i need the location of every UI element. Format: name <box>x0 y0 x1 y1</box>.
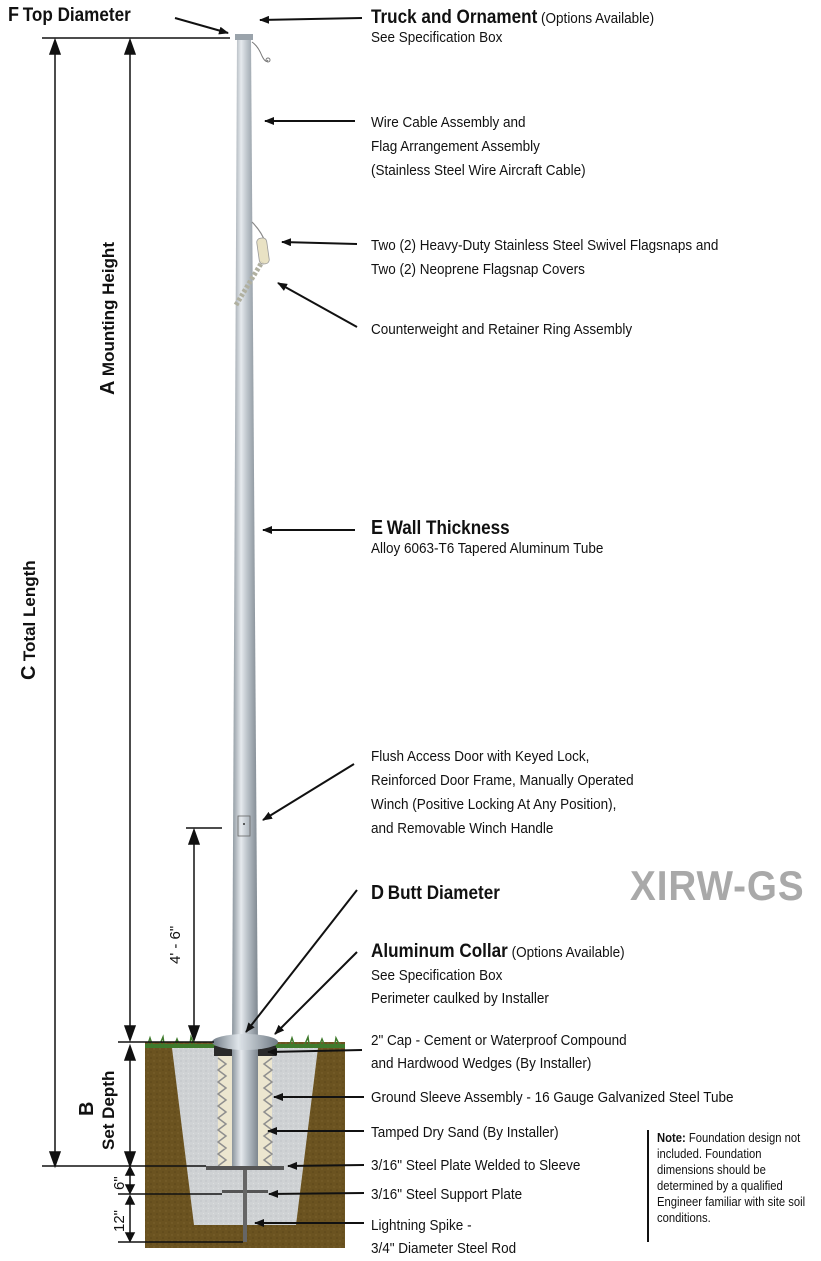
label-counterweight: Counterweight and Retainer Ring Assembly <box>371 320 632 339</box>
counterweight-chain <box>233 260 265 307</box>
door-line2: Reinforced Door Frame, Manually Operated <box>371 772 634 789</box>
welded-plate <box>206 1166 284 1170</box>
note-text: Foundation design not included. Foundati… <box>657 1131 806 1225</box>
truck-title: Truck and Ornament <box>371 7 538 28</box>
label-top-diameter: F Top Diameter <box>8 4 131 26</box>
set-depth-text: Set Depth <box>99 1070 118 1150</box>
label-set-depth: Set Depth <box>99 1071 119 1150</box>
collar-line2: Perimeter caulked by Installer <box>371 990 549 1007</box>
label-total-length: C Total Length <box>18 560 41 680</box>
spike-line2: 3/4" Diameter Steel Rod <box>371 1240 517 1257</box>
truck-sub: See Specification Box <box>371 29 503 46</box>
wall-title: Wall Thickness <box>386 518 510 539</box>
label-welded-plate: 3/16" Steel Plate Welded to Sleeve <box>371 1156 580 1175</box>
label-ground-sleeve: Ground Sleeve Assembly - 16 Gauge Galvan… <box>371 1088 733 1107</box>
wire-line3: (Stainless Steel Wire Aircraft Cable) <box>371 162 586 179</box>
label-arrows <box>174 15 365 1227</box>
door-line1: Flush Access Door with Keyed Lock, <box>371 748 590 765</box>
wall-sub: Alloy 6063-T6 Tapered Aluminum Tube <box>371 540 604 557</box>
label-six-inch: 6" <box>111 1176 128 1190</box>
counterweight-text: Counterweight and Retainer Ring Assembly <box>371 321 633 338</box>
flagsnaps-line2: Two (2) Neoprene Flagsnap Covers <box>371 261 585 278</box>
label-mounting-height: A Mounting Height <box>97 242 120 395</box>
butt-letter: D <box>371 882 385 904</box>
wire-line1: Wire Cable Assembly and <box>371 114 526 131</box>
truck-ornament <box>235 34 253 40</box>
label-wire-cable: Wire Cable Assembly and Flag Arrangement… <box>371 111 586 183</box>
label-door-height: 4' - 6" <box>167 925 184 964</box>
label-lightning-spike: Lightning Spike - 3/4" Diameter Steel Ro… <box>371 1214 516 1260</box>
note-bar <box>647 1130 649 1242</box>
sleeve-text: Ground Sleeve Assembly - 16 Gauge Galvan… <box>371 1089 734 1106</box>
door-line4: and Removable Winch Handle <box>371 820 554 837</box>
foundation-note: Note: Foundation design not included. Fo… <box>657 1130 810 1226</box>
mounting-height-letter: A <box>97 380 119 395</box>
pole-shaft <box>232 38 258 1046</box>
flagsnap-covers <box>256 237 270 265</box>
set-depth-letter: B <box>76 1101 98 1116</box>
label-sand: Tamped Dry Sand (By Installer) <box>371 1123 559 1142</box>
model-name: XIRW-GS <box>630 862 805 909</box>
note-label: Note: <box>657 1131 686 1145</box>
label-twelve-inch: 12" <box>111 1209 128 1232</box>
butt-title: Butt Diameter <box>387 883 500 904</box>
collar-line1: See Specification Box <box>371 967 503 984</box>
label-cap: 2" Cap - Cement or Waterproof Compound a… <box>371 1029 627 1075</box>
collar-options: (Options Available) <box>511 944 625 961</box>
label-truck-ornament: Truck and Ornament (Options Available) S… <box>371 8 654 47</box>
label-wall-thickness: E Wall Thickness Alloy 6063-T6 Tapered A… <box>371 517 604 558</box>
support-plate-text: 3/16" Steel Support Plate <box>371 1186 523 1203</box>
spike-line1: Lightning Spike - <box>371 1217 472 1234</box>
wall-letter: E <box>371 517 384 539</box>
aluminum-collar <box>212 1034 278 1050</box>
lightning-spike <box>243 1170 247 1242</box>
mounting-height-text: Mounting Height <box>99 242 118 377</box>
label-set-depth-letter: B <box>76 1102 99 1116</box>
label-support-plate: 3/16" Steel Support Plate <box>371 1185 522 1204</box>
wire-cable-top <box>251 41 269 62</box>
label-access-door: Flush Access Door with Keyed Lock, Reinf… <box>371 745 634 841</box>
flagsnaps-line1: Two (2) Heavy-Duty Stainless Steel Swive… <box>371 237 719 254</box>
total-length-letter: C <box>18 665 40 680</box>
welded-plate-text: 3/16" Steel Plate Welded to Sleeve <box>371 1157 581 1174</box>
label-flagsnaps: Two (2) Heavy-Duty Stainless Steel Swive… <box>371 234 718 282</box>
wedges <box>216 1057 274 1167</box>
label-aluminum-collar: Aluminum Collar (Options Available) See … <box>371 940 625 1010</box>
truck-options: (Options Available) <box>541 10 655 27</box>
door-line3: Winch (Positive Locking At Any Position)… <box>371 796 617 813</box>
top-diameter-letter: F <box>8 4 19 26</box>
label-butt-diameter: D Butt Diameter <box>371 882 500 904</box>
sand-text: Tamped Dry Sand (By Installer) <box>371 1124 559 1141</box>
cap-line1: 2" Cap - Cement or Waterproof Compound <box>371 1032 627 1049</box>
dimension-lines <box>42 37 243 1243</box>
total-length-text: Total Length <box>20 560 39 662</box>
access-door <box>237 815 251 837</box>
top-diameter-text: Top Diameter <box>22 5 131 26</box>
collar-title: Aluminum Collar <box>371 941 508 962</box>
cap-line2: and Hardwood Wedges (By Installer) <box>371 1055 592 1072</box>
pole-butt <box>232 1046 258 1166</box>
wire-line2: Flag Arrangement Assembly <box>371 138 540 155</box>
